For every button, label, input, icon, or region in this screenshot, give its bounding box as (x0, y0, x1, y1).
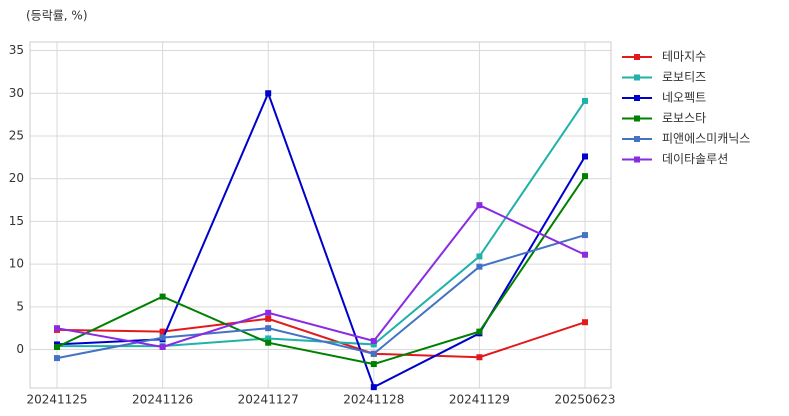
point (370, 384, 377, 391)
point (582, 232, 588, 239)
point (582, 251, 588, 258)
point (265, 339, 272, 346)
legend-marker (634, 74, 640, 81)
point (582, 319, 588, 326)
y-tick-label: 15 (9, 214, 24, 228)
legend-label: 로보스타 (662, 111, 706, 125)
point (265, 315, 272, 322)
point (476, 354, 483, 361)
series-line (56, 175, 586, 366)
legend-marker (634, 95, 640, 101)
point (265, 335, 272, 342)
y-tick-label: 20 (9, 171, 24, 185)
point (476, 328, 483, 335)
point (265, 309, 272, 316)
legend-label: 로보티즈 (662, 70, 706, 84)
point (476, 202, 483, 209)
legend-label: 피앤에스미캐닉스 (662, 132, 750, 146)
point (159, 293, 166, 300)
point (370, 361, 377, 368)
point (582, 153, 588, 160)
y-axis-label: (등락률, %) (26, 9, 88, 23)
x-tick-label: 20250623 (554, 393, 615, 407)
point (159, 343, 166, 350)
point (582, 97, 588, 104)
legend-marker (634, 115, 640, 122)
point (159, 334, 166, 341)
legend-marker (634, 156, 640, 163)
point (476, 253, 483, 260)
x-tick-label: 20241129 (449, 393, 510, 407)
point (265, 90, 272, 97)
point (54, 325, 60, 332)
x-tick-label: 20241127 (238, 393, 299, 407)
series-line (56, 203, 586, 349)
legend-label: 네오펙트 (662, 91, 706, 105)
y-tick-label: 30 (9, 86, 24, 100)
point (476, 263, 483, 270)
point (54, 355, 60, 362)
y-tick-label: 25 (9, 128, 24, 142)
x-tick-label: 20241126 (132, 393, 193, 407)
legend-label: 테마지수 (662, 50, 706, 64)
legend-label: 데이타솔루션 (662, 152, 728, 166)
point (159, 328, 166, 335)
y-tick-label: 0 (16, 342, 24, 356)
legend-marker (634, 136, 640, 142)
point (370, 350, 377, 357)
point (370, 338, 377, 345)
point (582, 173, 588, 180)
x-tick-label: 20241128 (343, 393, 404, 407)
point (54, 343, 60, 350)
point (370, 341, 377, 348)
y-tick-label: 5 (16, 299, 24, 313)
plot-frame (29, 41, 612, 389)
series-line (56, 317, 586, 359)
y-tick-label: 35 (9, 43, 24, 57)
x-tick-label: 20241125 (26, 393, 87, 407)
y-tick-label: 10 (9, 257, 24, 271)
point (265, 325, 272, 332)
series-line (56, 234, 586, 360)
legend-marker (634, 54, 640, 60)
